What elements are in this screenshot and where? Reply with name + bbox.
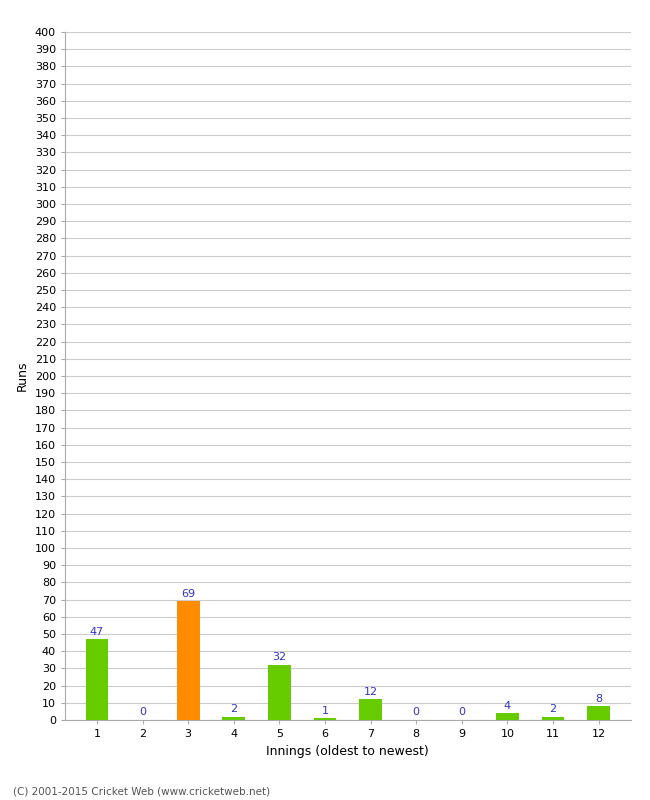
X-axis label: Innings (oldest to newest): Innings (oldest to newest) [266,745,429,758]
Text: 0: 0 [413,707,420,718]
Text: 0: 0 [458,707,465,718]
Text: 12: 12 [363,686,378,697]
Text: (C) 2001-2015 Cricket Web (www.cricketweb.net): (C) 2001-2015 Cricket Web (www.cricketwe… [13,786,270,796]
Text: 47: 47 [90,626,104,637]
Text: 69: 69 [181,589,195,598]
Bar [313,718,336,720]
Bar [86,639,109,720]
Text: 8: 8 [595,694,602,704]
Text: 2: 2 [549,704,556,714]
Text: 0: 0 [139,707,146,718]
Bar [587,706,610,720]
Bar [222,717,245,720]
Text: 1: 1 [322,706,328,716]
Bar [359,699,382,720]
Y-axis label: Runs: Runs [16,361,29,391]
Bar [268,665,291,720]
Text: 4: 4 [504,701,511,710]
Bar [496,713,519,720]
Bar [541,717,564,720]
Text: 32: 32 [272,652,287,662]
Bar [177,602,200,720]
Text: 2: 2 [230,704,237,714]
